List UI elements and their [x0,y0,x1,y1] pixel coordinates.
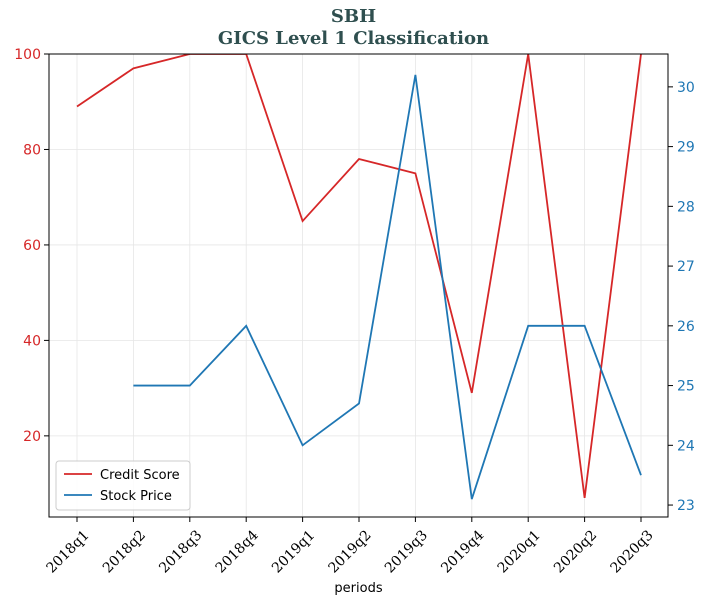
chart-subtitle: GICS Level 1 Classification [217,28,490,49]
legend-label: Stock Price [100,489,172,504]
left-y-axis: 20 40 60 80 100 [14,47,49,445]
x-axis-tick-label: 2019q1 [269,527,318,576]
right-axis-tick-label: 30 [677,80,695,96]
left-axis-tick-label: 80 [23,142,41,158]
x-axis-tick-label: 2019q2 [325,527,374,576]
chart-title: SBH [330,6,377,27]
series-lines [76,54,642,500]
x-axis-tick-label: 2018q1 [43,527,92,576]
right-axis-tick-label: 28 [677,199,695,215]
x-axis-tick-label: 2020q1 [495,527,544,576]
series-line-credit-score [76,54,642,499]
x-axis-tick-label: 2018q4 [213,527,262,576]
x-axis-tick-label: 2020q2 [551,527,600,576]
plot-frame [48,53,669,518]
left-axis-tick-label: 20 [23,429,41,445]
right-axis-tick-label: 24 [677,438,695,454]
x-axis-tick-label: 2020q3 [607,527,656,576]
right-axis-tick-label: 25 [677,379,695,395]
x-axis-tick-label: 2019q3 [382,527,431,576]
x-axis-tick-label: 2019q4 [438,527,487,576]
left-axis-tick-label: 60 [23,238,41,254]
x-axis-tick-label: 2018q2 [100,527,149,576]
x-axis-label: periods [334,581,382,596]
grid-lines [49,53,668,517]
left-axis-tick-label: 40 [23,333,41,349]
left-axis-tick-label: 100 [14,47,41,63]
legend-label: Credit Score [100,468,180,483]
right-axis-tick-label: 23 [677,498,695,514]
right-y-axis: 23 24 25 26 27 28 29 30 [668,80,695,514]
x-axis-tick-label: 2018q3 [156,527,205,576]
right-axis-tick-label: 26 [677,319,695,335]
legend: Credit Score Stock Price [55,460,191,511]
series-line-stock-price [133,74,642,500]
right-axis-tick-label: 29 [677,140,695,156]
x-axis: 2018q1 2018q2 2018q3 2018q4 2019q1 2019q2 2019… [43,517,657,576]
right-axis-tick-label: 27 [677,259,695,275]
